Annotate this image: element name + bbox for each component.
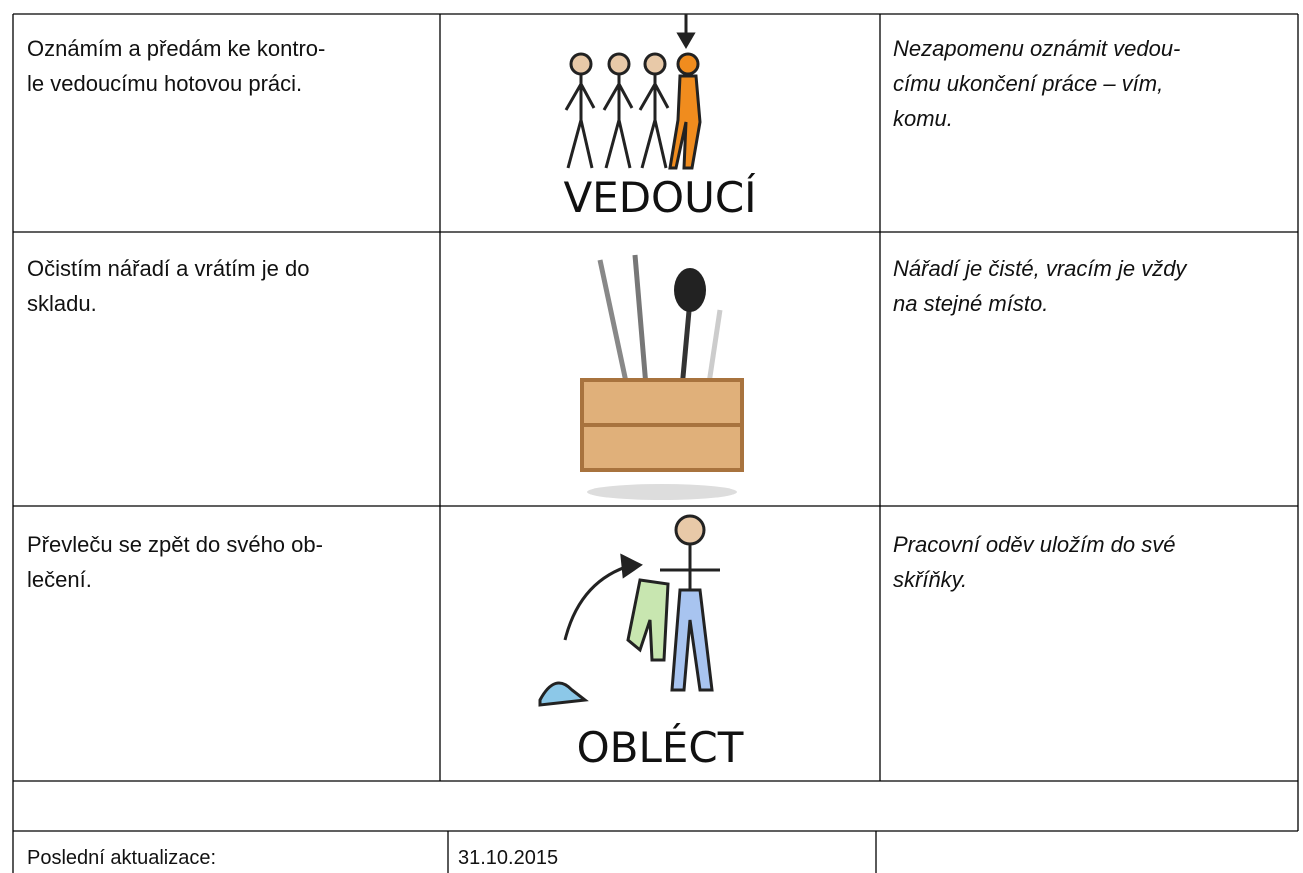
action-text: le vedoucímu hotovou práci. [27, 71, 302, 96]
footer-date: 31.10.2015 [458, 847, 558, 869]
action-text: Oznámím a předám ke kontro- [27, 36, 325, 61]
leader-icon [564, 14, 702, 170]
picture-label: VEDOUCÍ [563, 172, 756, 222]
tools-icon [580, 254, 744, 500]
action-text: Převleču se zpět do svého ob- [27, 532, 323, 557]
note-text: Nářadí je čisté, vracím je vždy [893, 256, 1188, 281]
note-text: komu. [893, 106, 953, 131]
footer-label: Poslední aktualizace: [27, 847, 216, 869]
note-text: Pracovní oděv uložím do své [893, 532, 1175, 557]
note-text: Nezapomenu oznámit vedou- [893, 36, 1180, 61]
picture-label: OBLÉCT [577, 722, 744, 772]
action-text: Očistím nářadí a vrátím je do [27, 256, 309, 281]
table-grid [12, 13, 1299, 873]
note-text: címu ukončení práce – vím, [893, 71, 1163, 96]
note-text: skříňky. [893, 567, 967, 592]
action-text: skladu. [27, 291, 97, 316]
dress-icon [538, 514, 720, 707]
action-text: lečení. [27, 567, 92, 592]
note-text: na stejné místo. [893, 291, 1048, 316]
